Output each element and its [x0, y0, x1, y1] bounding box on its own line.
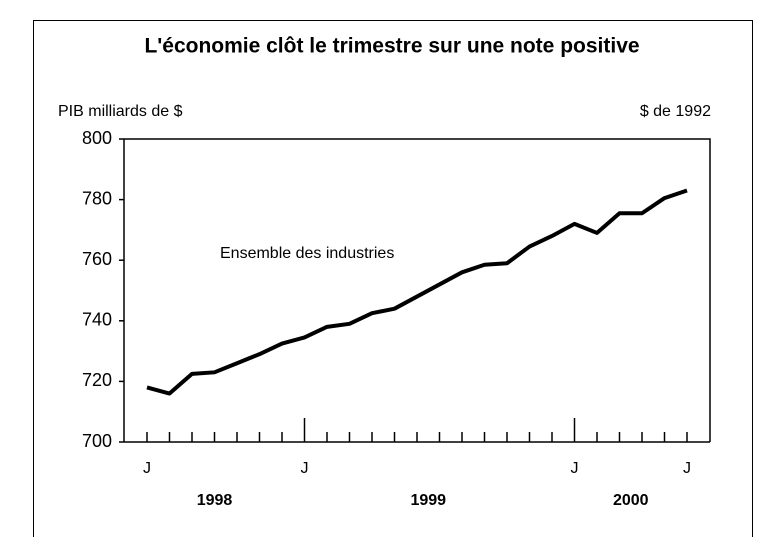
chart-title: L'économie clôt le trimestre sur une not…: [144, 35, 639, 58]
year-label: 2000: [613, 492, 649, 509]
year-label: 1999: [410, 492, 446, 509]
x-tick-label: J: [683, 460, 691, 477]
x-tick-label: J: [571, 460, 579, 477]
line-series: [146, 188, 688, 396]
series-label: Ensemble des industries: [220, 245, 394, 262]
plot-frame: [124, 138, 711, 442]
y-tick-label: 720: [82, 370, 112, 390]
y-tick-label: 740: [82, 310, 112, 330]
x-tick-label: J: [143, 460, 151, 477]
y-tick-label: 700: [82, 431, 112, 451]
y-axis-label-right: $ de 1992: [640, 103, 711, 120]
y-tick-label: 760: [82, 249, 112, 269]
y-axis-label: PIB milliards de $: [58, 103, 183, 120]
year-label: 1998: [197, 492, 233, 509]
y-tick-label: 780: [82, 188, 112, 208]
frame: [33, 20, 753, 542]
y-tick-label: 800: [82, 128, 112, 148]
x-tick-label: J: [301, 460, 309, 477]
